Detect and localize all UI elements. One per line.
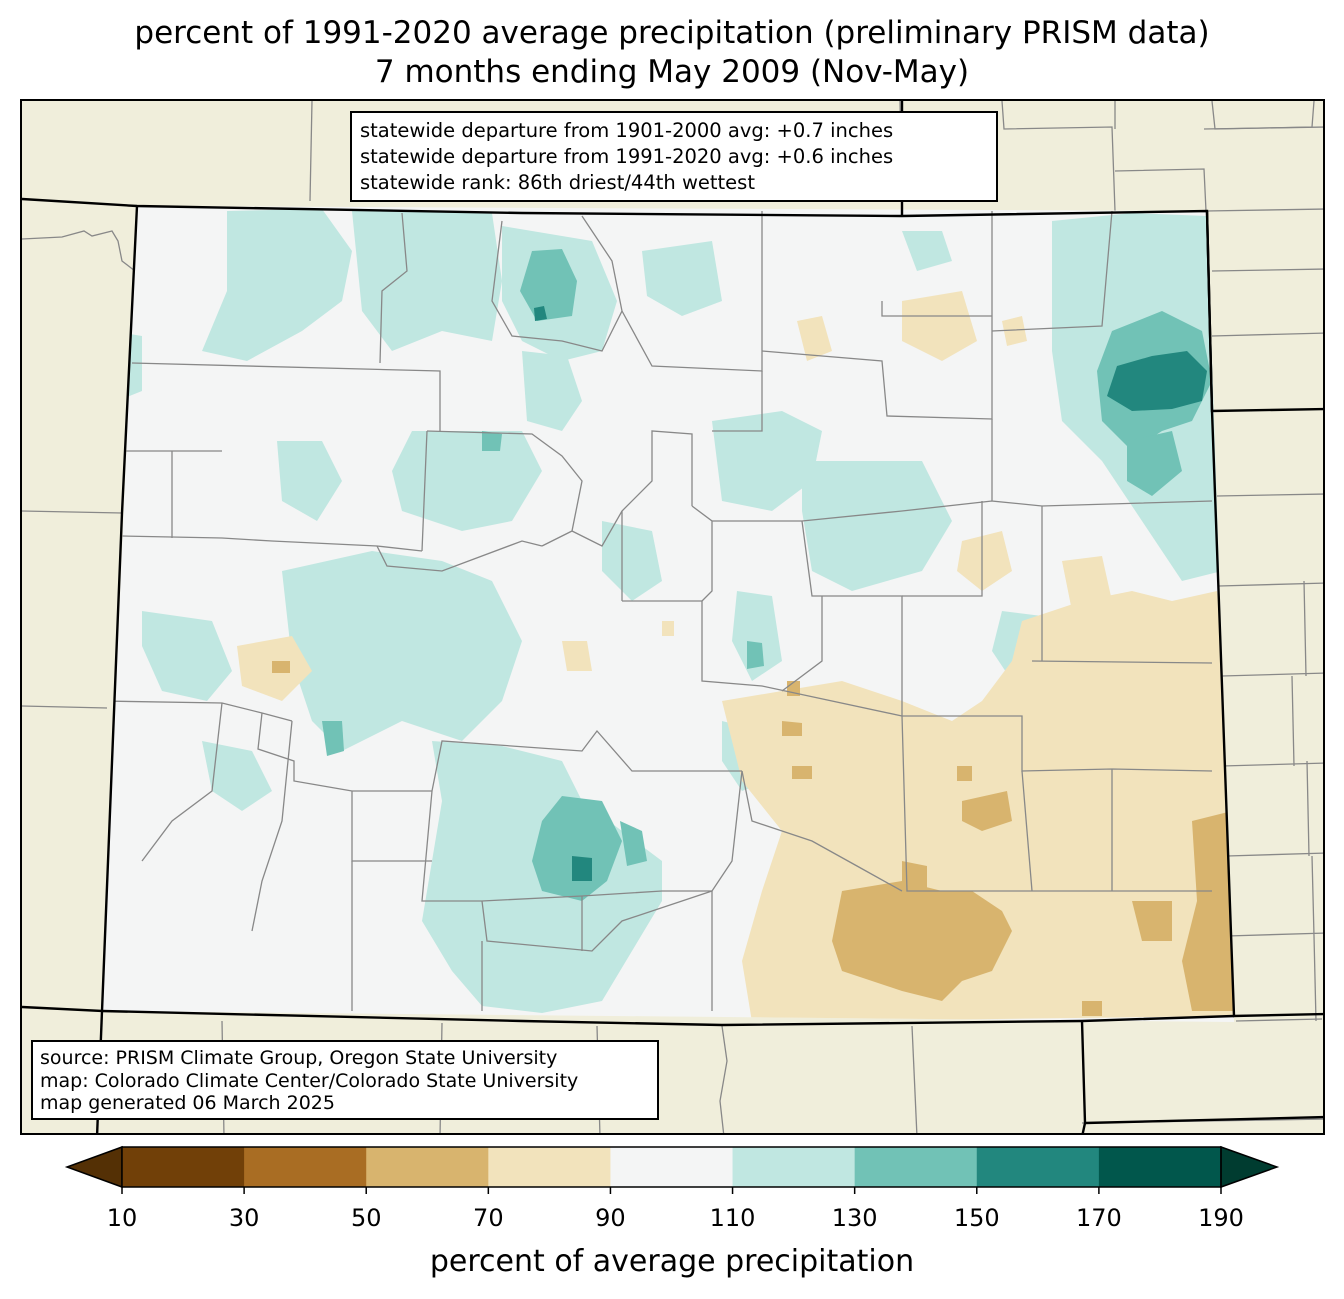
colorbar-tick-label: 130: [831, 1204, 878, 1232]
precipitation-map: [20, 99, 1325, 1135]
colorbar-frame: [121, 1146, 1222, 1188]
colorbar-over-arrow: [1220, 1145, 1280, 1189]
stats-departure-1901-2000: statewide departure from 1901-2000 avg: …: [360, 119, 894, 142]
colorbar-tick-label: 10: [106, 1204, 138, 1232]
colorbar: [64, 1145, 1280, 1194]
colorbar-under-arrow: [64, 1145, 123, 1189]
state-borders: [22, 101, 1323, 1133]
statewide-stats-box: statewide departure from 1901-2000 avg: …: [350, 111, 998, 202]
stats-rank: statewide rank: 86th driest/44th wettest: [360, 171, 755, 194]
colorbar-bin-50-70: [366, 1147, 489, 1187]
colorbar-tick-label: 110: [709, 1204, 756, 1232]
colorbar-bin-150-170: [976, 1147, 1100, 1187]
colorbar-bin-10-30: [122, 1147, 245, 1187]
stats-departure-1991-2020: statewide departure from 1991-2020 avg: …: [360, 145, 894, 168]
colorbar-tick-label: 30: [228, 1204, 260, 1232]
generated-date-line: map generated 06 March 2025: [40, 1092, 335, 1114]
colorbar-bin-170-190: [1098, 1147, 1222, 1187]
colorbar-tick-label: 50: [350, 1204, 382, 1232]
colorbar-bin-30-50: [244, 1147, 367, 1187]
colorbar-bin-90-110: [610, 1147, 734, 1187]
colorbar-tick-label: 90: [595, 1204, 626, 1232]
colorbar-bin-110-130: [732, 1147, 856, 1187]
map-title-line2: 7 months ending May 2009 (Nov-May): [374, 54, 970, 90]
source-box: source: PRISM Climate Group, Oregon Stat…: [31, 1040, 659, 1120]
colorbar-tick-label: 170: [1075, 1204, 1122, 1232]
map-credit-line: map: Colorado Climate Center/Colorado St…: [40, 1069, 579, 1092]
colorado-county-lines: [102, 210, 1213, 1011]
colorbar-bin-130-150: [854, 1147, 978, 1187]
map-title-line1: percent of 1991-2020 average precipitati…: [134, 15, 1210, 51]
colorbar-bin-70-90: [488, 1147, 611, 1187]
colorbar-label: percent of average precipitation: [429, 1244, 915, 1279]
colorbar-tick-label: 150: [953, 1204, 1000, 1232]
colorbar-tick-label: 190: [1198, 1204, 1244, 1232]
source-line: source: PRISM Climate Group, Oregon Stat…: [40, 1047, 558, 1069]
colorbar-tick-label: 70: [473, 1204, 504, 1232]
